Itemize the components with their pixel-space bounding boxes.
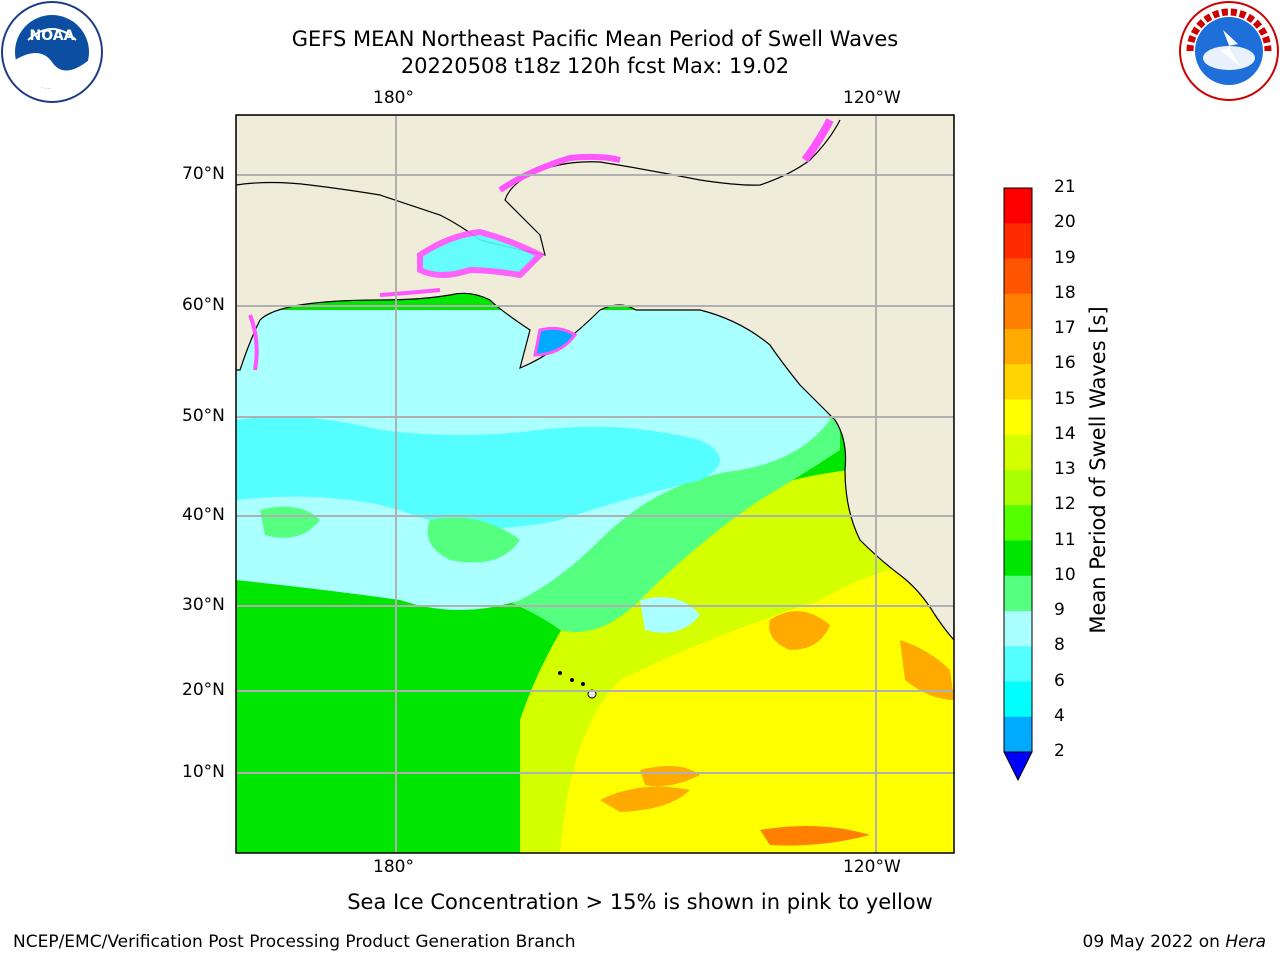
colorbar-segment: [1004, 611, 1032, 647]
sea-ice-note: Sea Ice Concentration > 15% is shown in …: [347, 890, 933, 914]
svg-text:NOAA: NOAA: [30, 28, 75, 44]
footer-date: 09 May 2022 on Hera: [1083, 932, 1267, 952]
colorbar-tick-label: 18: [1054, 282, 1076, 303]
colorbar-tick-label: 4: [1054, 705, 1065, 726]
colorbar-title: Mean Period of Swell Waves [s]: [1086, 306, 1110, 634]
colorbar-segment: [1004, 681, 1032, 718]
plot-title: GEFS MEAN Northeast Pacific Mean Period …: [291, 27, 899, 51]
footer-date-text: 09 May 2022 on: [1082, 932, 1226, 952]
colorbar-segment: [1004, 329, 1032, 365]
colorbar-segment: [1004, 470, 1032, 506]
lon-label-top-120w: 120°W: [843, 88, 901, 108]
colorbar-tick-label: 19: [1054, 247, 1076, 268]
lat-label-30n: 30°N: [182, 595, 225, 615]
lat-label-40n: 40°N: [182, 505, 225, 525]
lat-label-50n: 50°N: [182, 406, 225, 426]
colorbar-segment: [1004, 716, 1032, 753]
colorbar-tick-label: 20: [1054, 212, 1076, 233]
colorbar-segment: [1004, 575, 1032, 612]
colorbar-segment: [1004, 646, 1032, 682]
national-weather-service-logo: [1179, 1, 1279, 101]
colorbar: [1004, 188, 1032, 753]
colorbar-segment: [1004, 364, 1032, 400]
colorbar-tick-label: 12: [1054, 494, 1076, 515]
lat-label-60n: 60°N: [182, 295, 225, 315]
colorbar-segment: [1004, 434, 1032, 471]
colorbar-tick-label: 11: [1054, 529, 1076, 550]
colorbar-segment: [1004, 399, 1032, 436]
colorbar-segment: [1004, 188, 1032, 224]
lon-label-top-180: 180°: [373, 88, 414, 108]
colorbar-tick-label: 8: [1054, 635, 1065, 656]
colorbar-tick-label: 6: [1054, 670, 1065, 691]
lat-label-20n: 20°N: [182, 680, 225, 700]
colorbar-tick-label: 21: [1054, 177, 1076, 197]
noaa-logo: NOAA: [1, 1, 103, 103]
colorbar-tick-label: 14: [1054, 423, 1076, 444]
colorbar-extend-triangle: [1003, 751, 1033, 782]
colorbar-tick-label: 2: [1054, 741, 1065, 761]
colorbar-segment: [1004, 293, 1032, 330]
footer-machine: Hera: [1225, 932, 1266, 952]
colorbar-tick-label: 15: [1054, 388, 1076, 409]
colorbar-tick-label: 17: [1054, 318, 1076, 338]
colorbar-tick-label: 16: [1054, 353, 1076, 374]
colorbar-segment: [1004, 505, 1032, 541]
lat-label-70n: 70°N: [182, 164, 225, 184]
footer-producer: NCEP/EMC/Verification Post Processing Pr…: [13, 932, 576, 952]
lon-label-bottom-180: 180°: [373, 857, 414, 877]
lat-label-10n: 10°N: [182, 762, 225, 782]
colorbar-segment: [1004, 258, 1032, 295]
plot-subtitle: 20220508 t18z 120h fcst Max: 19.02: [400, 54, 790, 78]
colorbar-tick-label: 9: [1054, 600, 1065, 620]
colorbar-segment: [1004, 223, 1032, 259]
colorbar-tick-label: 13: [1054, 459, 1076, 479]
lon-label-bottom-120w: 120°W: [843, 857, 901, 877]
colorbar-tick-label: 10: [1054, 564, 1076, 585]
colorbar-segment: [1004, 540, 1032, 577]
